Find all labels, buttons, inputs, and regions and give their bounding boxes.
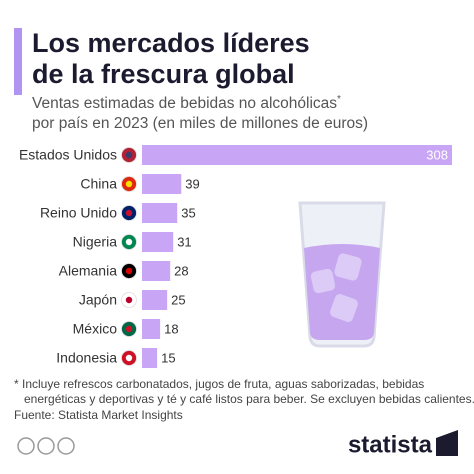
category-label: China (80, 176, 117, 192)
subtitle-mark: * (337, 94, 341, 105)
category-label: Estados Unidos (19, 147, 117, 163)
chart-title: de la frescura global (32, 59, 295, 89)
value-label: 35 (181, 205, 195, 220)
subtitle: por país en 2023 (en miles de millones d… (32, 115, 368, 132)
bar (142, 319, 161, 339)
category-label: Alemania (59, 263, 118, 279)
flag-icon-detail (125, 354, 133, 362)
bar (142, 232, 174, 252)
flag-icon-detail (125, 325, 133, 333)
category-label: México (73, 321, 118, 337)
flag-icon-detail (125, 296, 133, 304)
brand-mark (436, 430, 458, 456)
value-label: 15 (161, 350, 175, 365)
bar (142, 174, 182, 194)
bar (142, 203, 178, 223)
subtitle: Ventas estimadas de bebidas no alcohólic… (32, 94, 341, 112)
flag-icon-detail (125, 209, 133, 217)
flag-icon-detail (125, 151, 133, 159)
value-label: 18 (164, 321, 178, 336)
flag-icon-detail (125, 238, 133, 246)
value-label: 31 (177, 234, 191, 249)
bar (142, 145, 452, 165)
footnote: energéticas y deportivas y té y café lis… (24, 392, 474, 406)
accent-bar (14, 28, 22, 95)
footnote: * Incluye refrescos carbonatados, jugos … (14, 377, 424, 391)
value-label: 308 (426, 147, 448, 162)
flag-icon-detail (125, 267, 133, 275)
license-icons (17, 437, 75, 455)
value-label: 28 (174, 263, 188, 278)
bar (142, 290, 168, 310)
brand-logo: statista (348, 431, 433, 458)
glass-illustration (298, 201, 386, 348)
bar (142, 348, 158, 368)
source: Fuente: Statista Market Insights (14, 408, 183, 422)
category-label: Indonesia (56, 350, 117, 366)
value-label: 39 (185, 176, 199, 191)
bar (142, 261, 171, 281)
category-label: Nigeria (73, 234, 118, 250)
flag-icon-detail (125, 180, 133, 188)
value-label: 25 (171, 292, 185, 307)
category-label: Reino Unido (40, 205, 117, 221)
subtitle-text: Ventas estimadas de bebidas no alcohólic… (32, 95, 337, 112)
category-label: Japón (79, 292, 117, 308)
chart-title: Los mercados líderes (32, 28, 310, 58)
